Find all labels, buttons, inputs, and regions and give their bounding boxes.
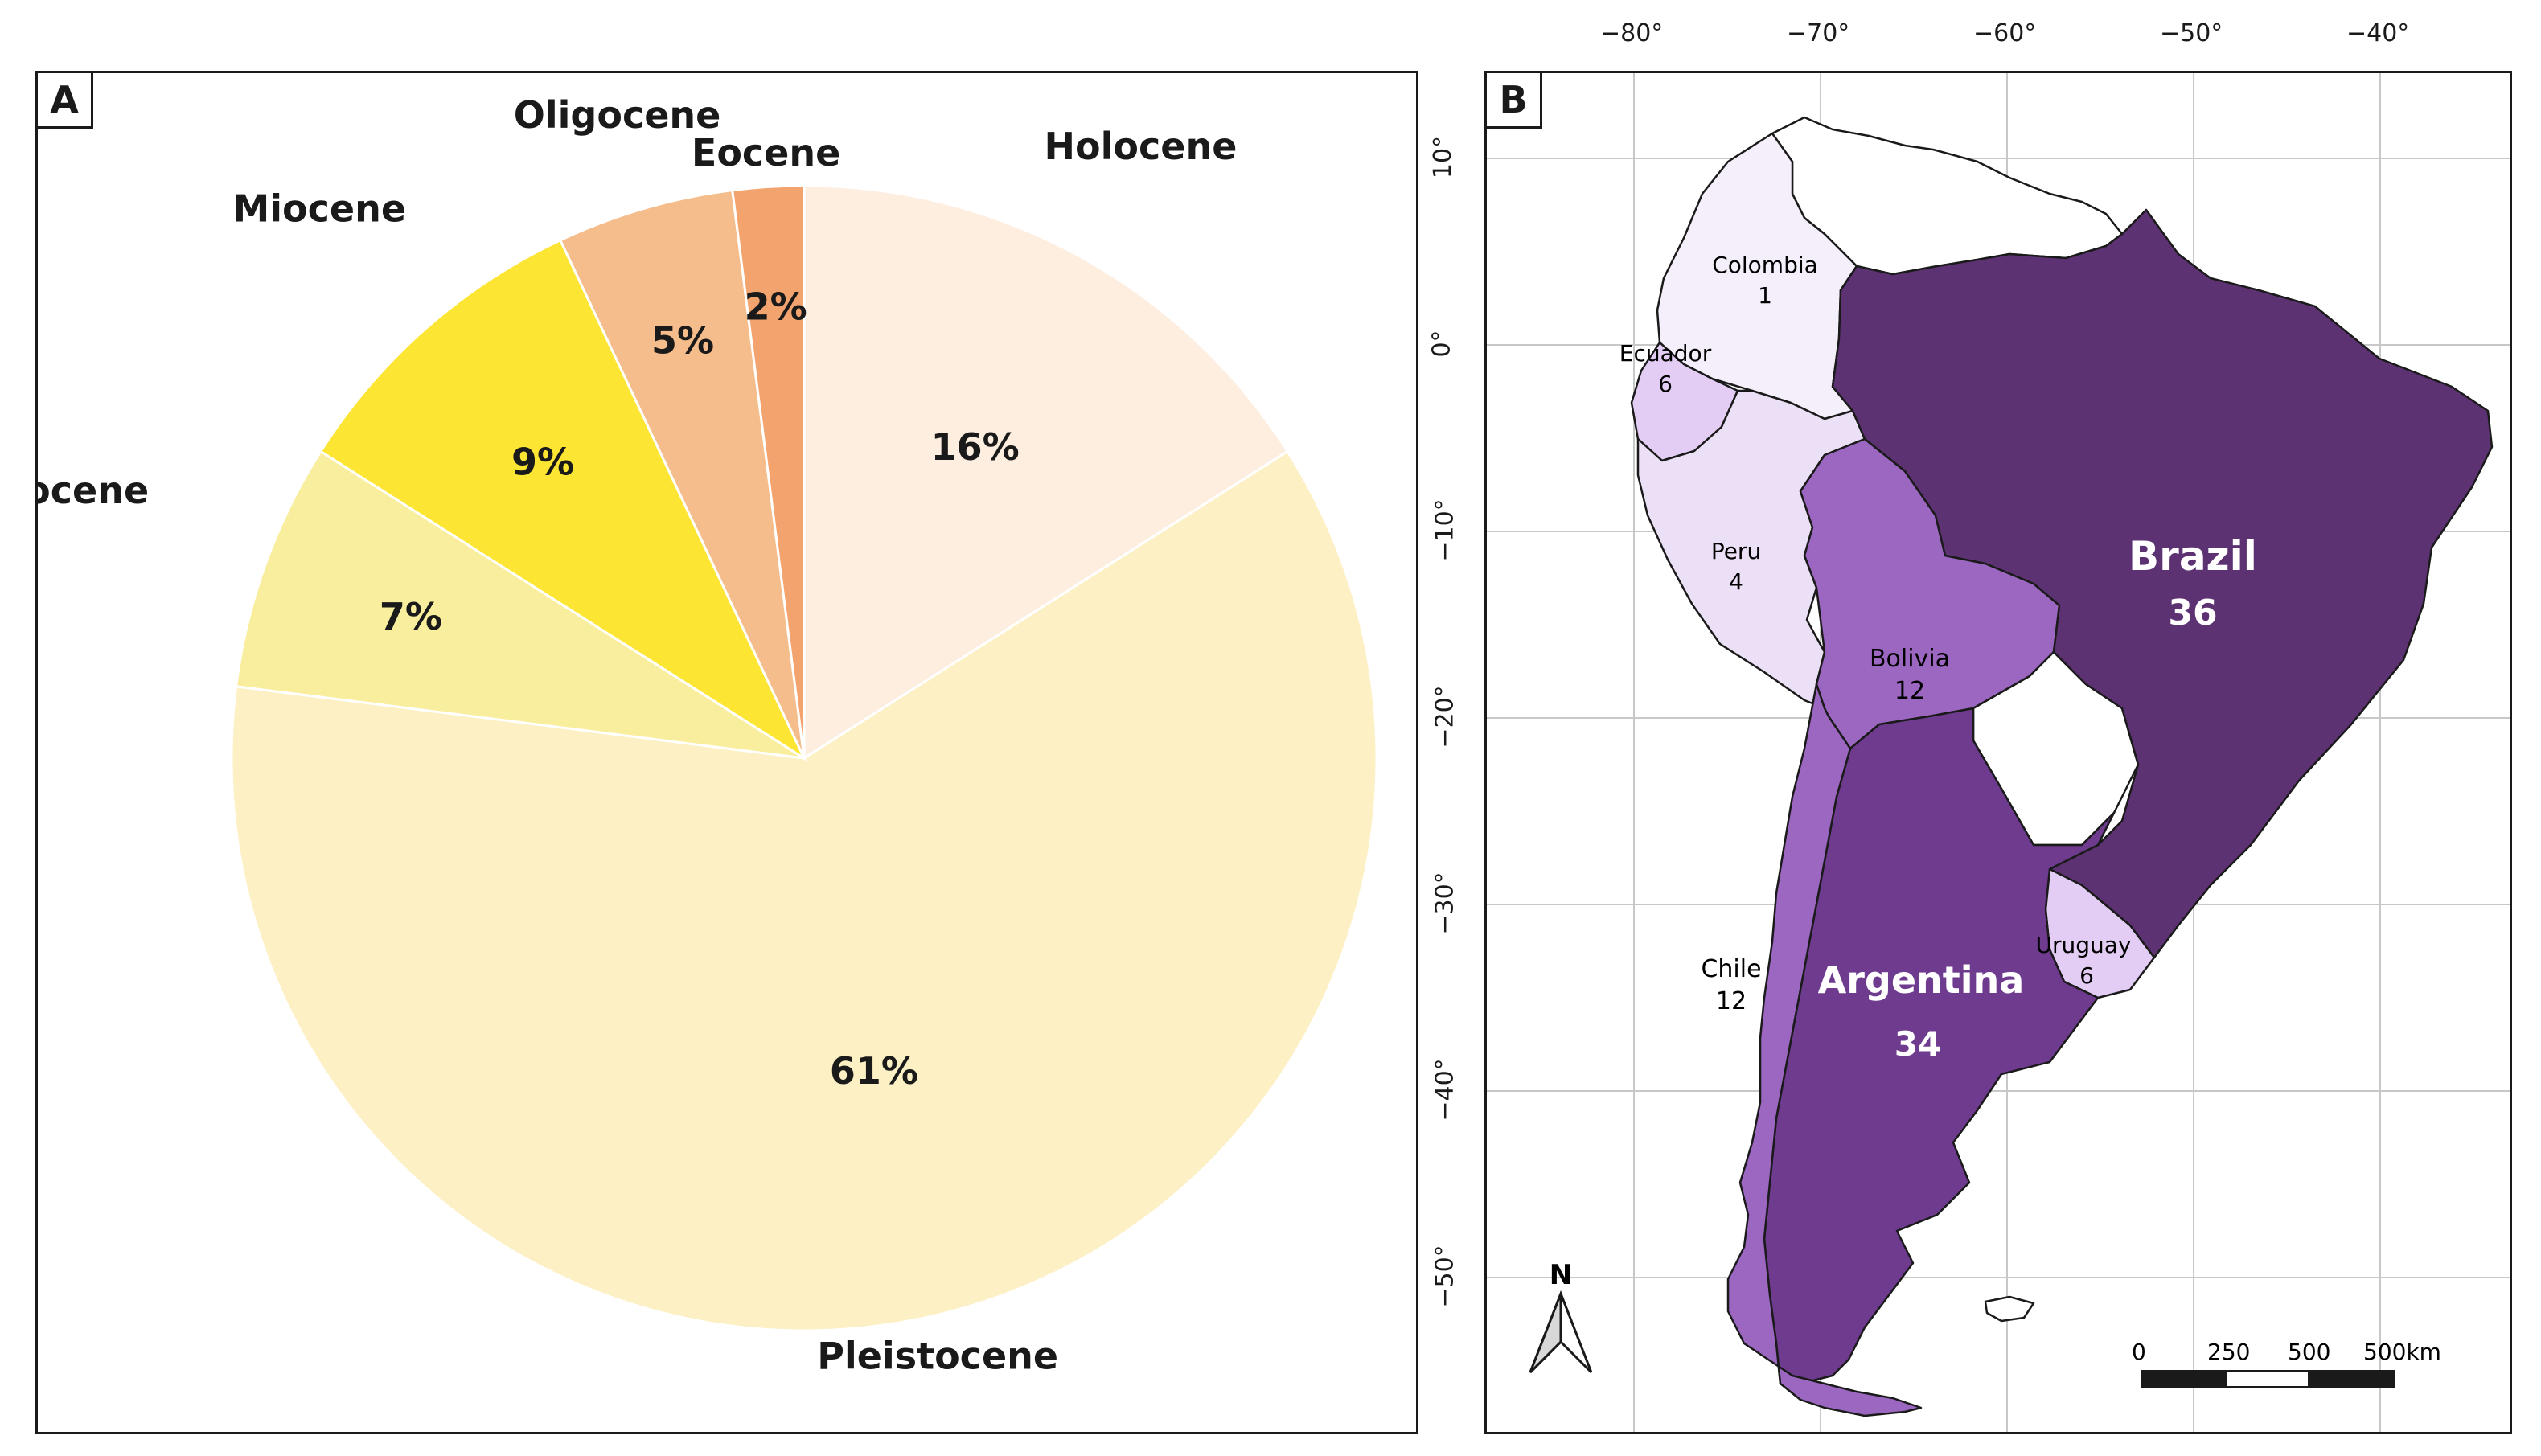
pie-value-label-eocene: 2% — [745, 285, 807, 329]
panel-a: A 16% 61% 7% 9% 5% 2% Holocene Pleistocene Plioc… — [0, 71, 1418, 1434]
value-uruguay: 6 — [2079, 962, 2094, 989]
scale-tick-500: 500 — [2288, 1339, 2330, 1365]
north-arrow-label: N — [1550, 1259, 1572, 1291]
pie-category-label-pliocene: Pliocene — [38, 469, 149, 512]
label-brazil: Brazil — [2128, 533, 2257, 580]
value-brazil: 36 — [2168, 593, 2217, 634]
value-colombia: 1 — [1758, 282, 1772, 309]
pie-category-label-pleistocene: Pleistocene — [817, 1334, 1058, 1377]
value-bolivia: 12 — [1894, 677, 1925, 705]
pie-chart: 16% 61% 7% 9% 5% 2% Holocene Pleistocene Pliocen… — [0, 93, 1378, 1377]
pie-slice-miocene — [318, 238, 807, 762]
label-uruguay: Uruguay — [2036, 932, 2132, 958]
scale-bar: 0 250 500 500km — [2132, 1339, 2441, 1388]
scale-tick-500km: 500km — [2363, 1339, 2441, 1365]
pie-category-label-holocene: Holocene — [1045, 125, 1238, 168]
label-argentina: Argentina — [1818, 958, 2025, 1002]
lat-tick-m50: −50° — [1431, 1245, 1459, 1308]
lat-tick-m40: −40° — [1431, 1058, 1459, 1122]
value-peru: 4 — [1729, 568, 1743, 595]
value-ecuador: 6 — [1658, 371, 1673, 397]
panel-b-tag: B — [1487, 73, 1542, 129]
country-chile — [1726, 683, 1923, 1417]
label-ecuador: Ecuador — [1619, 340, 1712, 367]
pie-value-label-oligocene: 5% — [651, 318, 714, 362]
pie-category-label-miocene: Miocene — [233, 187, 407, 230]
pie-value-label-miocene: 9% — [511, 440, 574, 483]
pie-category-label-oligocene: Oligocene — [514, 93, 721, 137]
scale-tick-0: 0 — [2132, 1339, 2146, 1365]
pie-value-label-pleistocene: 61% — [830, 1049, 918, 1093]
lat-tick-m30: −30° — [1431, 872, 1459, 935]
lon-tick-50: −50° — [2160, 19, 2223, 47]
label-bolivia: Bolivia — [1870, 645, 1950, 673]
lon-tick-60: −60° — [1973, 19, 2037, 47]
lat-tick-0: 0° — [1427, 330, 1456, 358]
country-brazil — [1831, 208, 2494, 959]
scale-tick-250: 250 — [2207, 1339, 2250, 1365]
south-america-map: Colombia 1 Ecuador 6 Peru 4 Bolivia 12 C… — [1487, 73, 2510, 1432]
lon-tick-80: −80° — [1600, 19, 1664, 47]
falkland-islands — [1984, 1295, 2035, 1323]
label-colombia: Colombia — [1712, 252, 1818, 278]
north-arrow: N — [1529, 1259, 1593, 1374]
pie-slice-oligocene — [558, 188, 806, 759]
pie-value-label-holocene: 16% — [931, 425, 1020, 469]
pie-value-label-pliocene: 7% — [380, 595, 442, 638]
pie-slice-eocene — [731, 184, 806, 759]
lat-tick-m10: −10° — [1431, 498, 1459, 562]
label-peru: Peru — [1711, 538, 1761, 564]
lat-tick-m20: −20° — [1431, 685, 1459, 749]
pie-slice-pliocene — [234, 449, 805, 760]
panel-b: B — [1484, 71, 2512, 1434]
lon-tick-40: −40° — [2346, 19, 2410, 47]
lat-tick-10: 10° — [1429, 135, 1458, 179]
value-argentina: 34 — [1894, 1024, 1941, 1064]
pie-slice-holocene — [803, 184, 1290, 761]
pie-slice-pleistocene — [230, 449, 1378, 1332]
panel-a-tag: A — [38, 73, 93, 129]
pie-category-label-eocene: Eocene — [692, 131, 840, 174]
label-chile: Chile — [1701, 955, 1761, 983]
lon-tick-70: −70° — [1787, 19, 1850, 47]
value-chile: 12 — [1716, 987, 1747, 1015]
